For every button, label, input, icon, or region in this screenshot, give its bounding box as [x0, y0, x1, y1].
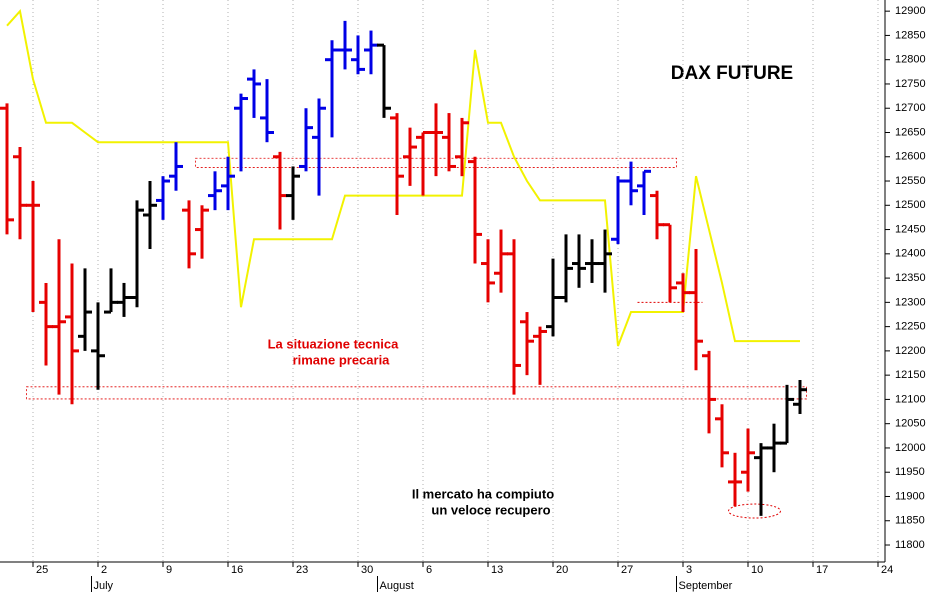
month-label: August: [380, 580, 414, 592]
y-tick-label: 11900: [895, 490, 925, 502]
x-tick-label: 2: [101, 564, 107, 576]
x-tick-label: 20: [556, 564, 568, 576]
y-tick-label: 12850: [895, 29, 926, 41]
x-tick-label: 10: [751, 564, 763, 576]
x-tick-label: 13: [491, 564, 503, 576]
y-tick-label: 12400: [895, 248, 926, 260]
y-tick-label: 12900: [895, 5, 926, 17]
annotation: rimane precaria: [293, 352, 391, 367]
y-tick-label: 12750: [895, 78, 926, 90]
x-tick-label: 16: [231, 564, 243, 576]
month-label: July: [94, 580, 114, 592]
x-tick-label: 3: [686, 564, 692, 576]
y-tick-label: 11800: [895, 539, 925, 551]
month-label: September: [679, 580, 733, 592]
zone: [26, 386, 807, 400]
x-tick-label: 30: [361, 564, 373, 576]
y-tick-label: 12050: [895, 418, 926, 430]
y-tick-label: 11950: [895, 466, 925, 478]
annotation: La situazione tecnica: [268, 336, 400, 351]
y-tick-label: 12250: [895, 321, 926, 333]
highlight-ellipse: [728, 503, 781, 519]
indicator-line: [6, 8, 800, 347]
x-tick-label: 23: [296, 564, 308, 576]
y-tick-label: 12100: [895, 393, 926, 405]
chart-title: DAX FUTURE: [671, 63, 793, 84]
y-tick-label: 12700: [895, 102, 926, 114]
x-tick-label: 9: [166, 564, 172, 576]
y-tick-label: 12600: [895, 151, 926, 163]
x-tick-label: 17: [816, 564, 828, 576]
x-tick-label: 6: [426, 564, 432, 576]
annotation: Il mercato ha compiuto: [412, 486, 554, 501]
y-tick-label: 12000: [895, 442, 926, 454]
y-tick-label: 12450: [895, 223, 926, 235]
y-tick-label: 12150: [895, 369, 926, 381]
y-tick-label: 11850: [895, 515, 925, 527]
y-tick-label: 12300: [895, 296, 926, 308]
y-tick-label: 12550: [895, 175, 926, 187]
x-tick-label: 24: [881, 564, 893, 576]
y-tick-label: 12200: [895, 345, 926, 357]
x-tick-label: 27: [621, 564, 633, 576]
y-tick-label: 12350: [895, 272, 926, 284]
y-tick-label: 12650: [895, 126, 926, 138]
annotation: un veloce recupero: [431, 502, 550, 517]
x-tick-label: 25: [36, 564, 48, 576]
y-tick-label: 12800: [895, 54, 926, 66]
y-tick-label: 12500: [895, 199, 926, 211]
